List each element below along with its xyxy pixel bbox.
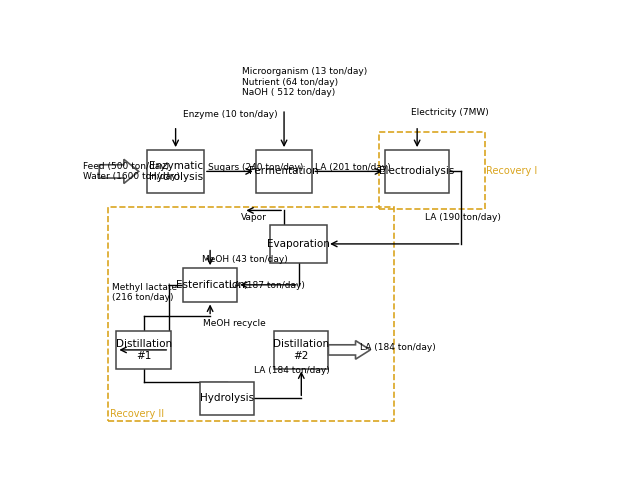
Bar bbox=[256, 150, 312, 193]
Bar bbox=[116, 331, 170, 369]
Text: Microorganism (13 ton/day)
Nutrient (64 ton/day)
NaOH ( 512 ton/day): Microorganism (13 ton/day) Nutrient (64 … bbox=[242, 67, 368, 97]
Text: Hydrolysis: Hydrolysis bbox=[200, 393, 254, 403]
Text: Recovery I: Recovery I bbox=[486, 166, 537, 176]
Text: LA (201 ton/day): LA (201 ton/day) bbox=[315, 163, 391, 172]
Text: LA (184 ton/day): LA (184 ton/day) bbox=[361, 343, 436, 352]
Text: Feed (500 ton/day)
Water (1600 ton/day): Feed (500 ton/day) Water (1600 ton/day) bbox=[83, 162, 181, 182]
Bar bbox=[385, 150, 449, 193]
Bar bbox=[183, 268, 237, 301]
Bar bbox=[200, 382, 254, 415]
Text: Recovery II: Recovery II bbox=[110, 410, 164, 419]
Text: Methyl lactate
(216 ton/day): Methyl lactate (216 ton/day) bbox=[111, 283, 177, 302]
Text: MeOH recycle: MeOH recycle bbox=[203, 319, 265, 328]
Bar bbox=[148, 150, 204, 193]
Bar bbox=[270, 225, 327, 262]
Text: Enzymatic
Hydrolysis: Enzymatic Hydrolysis bbox=[149, 160, 203, 182]
FancyArrow shape bbox=[99, 159, 139, 184]
Text: Distillation
#1: Distillation #1 bbox=[116, 339, 172, 361]
Text: Enzyme (10 ton/day): Enzyme (10 ton/day) bbox=[183, 110, 278, 119]
Text: Sugars (240 ton/day): Sugars (240 ton/day) bbox=[207, 163, 303, 172]
Text: LA (190 ton/day): LA (190 ton/day) bbox=[425, 213, 501, 222]
Text: Esterification: Esterification bbox=[176, 280, 245, 290]
Text: Electrodialysis: Electrodialysis bbox=[380, 166, 455, 176]
Text: Vapor: Vapor bbox=[241, 213, 267, 222]
Text: LA (187 ton/day): LA (187 ton/day) bbox=[229, 281, 305, 290]
Text: LA (184 ton/day): LA (184 ton/day) bbox=[254, 366, 330, 375]
Text: Distillation
#2: Distillation #2 bbox=[273, 339, 329, 361]
Bar bbox=[274, 331, 328, 369]
FancyArrow shape bbox=[328, 341, 370, 359]
Bar bbox=[379, 132, 485, 209]
Text: MeOH (43 ton/day): MeOH (43 ton/day) bbox=[202, 256, 287, 264]
Bar bbox=[108, 207, 394, 421]
Text: Evaporation: Evaporation bbox=[267, 239, 330, 249]
Text: Electricity (7MW): Electricity (7MW) bbox=[411, 109, 488, 117]
Text: Fermentation: Fermentation bbox=[249, 166, 319, 176]
